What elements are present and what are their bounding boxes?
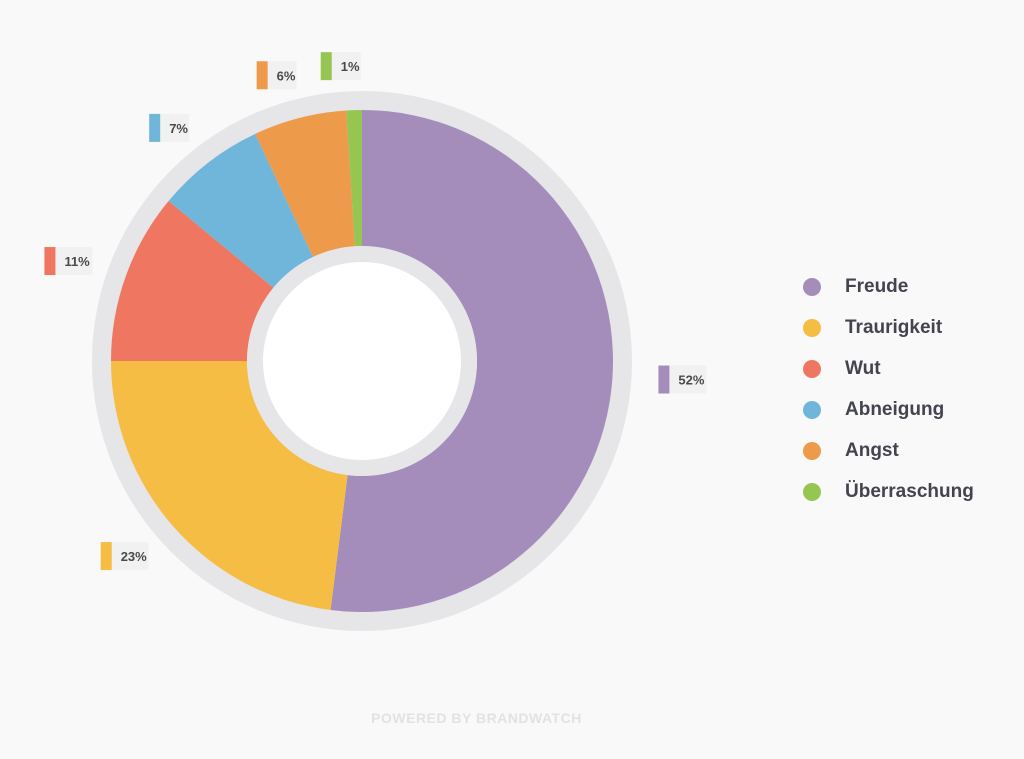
legend-color-dot <box>803 441 821 460</box>
legend-item[interactable]: Traurigkeit <box>803 307 974 348</box>
slice-wut[interactable] <box>111 201 274 361</box>
chart-legend: Freude Traurigkeit Wut Abneigung Angst Überra… <box>803 266 974 512</box>
slice-traurigkeit[interactable] <box>111 361 348 611</box>
slice-percent-label: 1% <box>341 59 360 74</box>
label-color-marker <box>44 247 56 276</box>
slice-label-angst: 6% <box>256 61 297 90</box>
slice-percent-label: 6% <box>277 68 296 83</box>
label-color-marker <box>658 365 670 394</box>
label-color-marker <box>320 52 332 81</box>
legend-label: Wut <box>845 357 881 379</box>
slice-percent-label: 7% <box>169 121 188 136</box>
legend-label: Traurigkeit <box>845 316 943 338</box>
legend-color-dot <box>803 482 821 501</box>
slice-label-ueberraschung: 1% <box>320 52 361 81</box>
legend-item[interactable]: Wut <box>803 348 974 389</box>
legend-color-dot <box>803 318 821 337</box>
label-color-marker <box>100 542 112 571</box>
legend-label: Angst <box>845 439 899 461</box>
label-color-marker <box>256 61 268 90</box>
slice-percent-label: 11% <box>64 254 90 269</box>
slice-freude[interactable] <box>330 110 613 612</box>
slice-label-traurigkeit: 23% <box>100 542 149 571</box>
slice-angst[interactable] <box>255 110 355 257</box>
slice-percent-label: 23% <box>121 549 147 564</box>
legend-item[interactable]: Angst <box>803 430 974 471</box>
legend-label: Abneigung <box>845 398 945 420</box>
slice-percent-label: 52% <box>678 373 704 388</box>
legend-item[interactable]: Überraschung <box>803 471 974 512</box>
slice-abneigung[interactable] <box>168 133 314 288</box>
powered-by-footer: POWERED BY BRANDWATCH <box>371 710 582 726</box>
legend-color-dot <box>803 359 821 378</box>
legend-color-dot <box>803 277 821 296</box>
slice-label-freude: 52% <box>658 365 707 394</box>
slice-ueberraschung[interactable] <box>346 110 362 247</box>
legend-color-dot <box>803 400 821 419</box>
slice-label-abneigung: 7% <box>149 113 190 142</box>
legend-label: Überraschung <box>845 480 974 502</box>
legend-item[interactable]: Freude <box>803 266 974 307</box>
legend-label: Freude <box>845 275 909 297</box>
slice-label-wut: 11% <box>44 247 93 276</box>
label-color-marker <box>149 113 161 142</box>
donut-hole <box>263 262 461 460</box>
legend-item[interactable]: Abneigung <box>803 389 974 430</box>
